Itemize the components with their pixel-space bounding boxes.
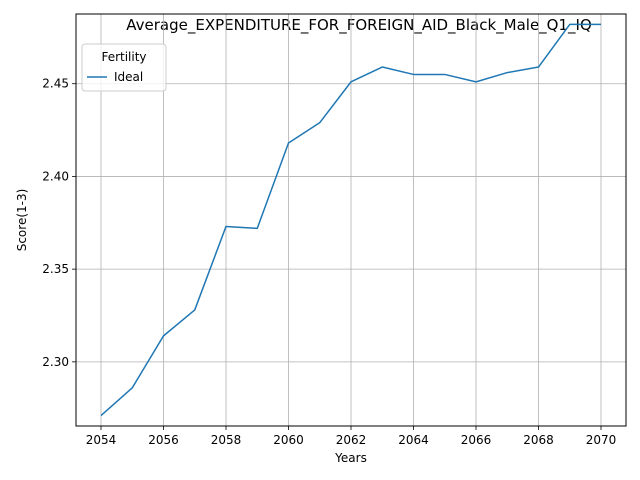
x-tick-label: 2070: [586, 433, 617, 447]
y-tick-label: 2.40: [42, 169, 69, 183]
x-tick-label: 2062: [336, 433, 367, 447]
legend-box: [81, 43, 167, 92]
x-tick-label: 2064: [398, 433, 429, 447]
x-tick-label: 2056: [148, 433, 179, 447]
grid: [76, 14, 626, 426]
chart-title: Average_EXPENDITURE_FOR_FOREIGN_AID_Blac…: [126, 16, 592, 35]
legend: Fertility Ideal: [81, 43, 167, 92]
legend-title: Fertility: [101, 50, 146, 64]
legend-label-ideal: Ideal: [114, 70, 143, 84]
series-layer: [100, 23, 601, 417]
y-tick-label: 2.30: [42, 355, 69, 369]
x-axis-label: Years: [334, 451, 367, 465]
x-tick-label: 2058: [211, 433, 242, 447]
x-tick-label: 2054: [86, 433, 117, 447]
series-line-ideal: [100, 23, 601, 417]
y-axis-label: Score(1-3): [15, 189, 29, 252]
y-tick-label: 2.35: [42, 262, 69, 276]
y-axis: 2.30 2.35 2.40 2.45: [42, 77, 76, 369]
x-tick-label: 2066: [461, 433, 492, 447]
x-tick-label: 2060: [273, 433, 304, 447]
x-axis: 2054 2056 2058 2060 2062 2064 2066 2068 2070: [86, 426, 617, 447]
y-tick-label: 2.45: [42, 77, 69, 91]
x-tick-label: 2068: [523, 433, 554, 447]
